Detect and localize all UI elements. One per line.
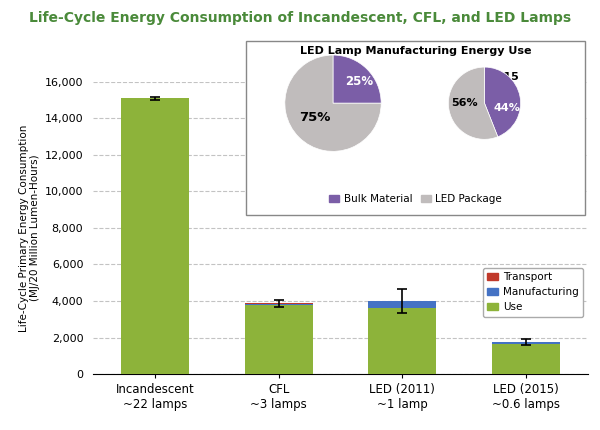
Text: 56%: 56% xyxy=(451,98,478,108)
Legend: Bulk Material, LED Package: Bulk Material, LED Package xyxy=(325,190,506,208)
Wedge shape xyxy=(285,55,381,151)
Y-axis label: Life-Cycle Primary Energy Consumption
(MJ/20 Million Lumen-Hours): Life-Cycle Primary Energy Consumption (M… xyxy=(19,124,40,332)
Wedge shape xyxy=(448,67,498,139)
Text: Life-Cycle Energy Consumption of Incandescent, CFL, and LED Lamps: Life-Cycle Energy Consumption of Incande… xyxy=(29,11,571,25)
Legend: Transport, Manufacturing, Use: Transport, Manufacturing, Use xyxy=(483,268,583,316)
Text: LED Lamp Manufacturing Energy Use: LED Lamp Manufacturing Energy Use xyxy=(300,46,531,56)
Bar xyxy=(245,304,313,305)
Bar xyxy=(121,98,189,374)
Text: 2015: 2015 xyxy=(488,72,519,82)
Text: 25%: 25% xyxy=(346,75,374,88)
Bar xyxy=(245,305,313,374)
Bar xyxy=(368,308,436,374)
FancyBboxPatch shape xyxy=(246,41,585,215)
Bar xyxy=(492,342,560,344)
Wedge shape xyxy=(333,55,381,103)
Wedge shape xyxy=(484,67,521,137)
Bar xyxy=(492,344,560,374)
Text: 44%: 44% xyxy=(494,103,521,113)
Bar xyxy=(368,301,436,308)
Text: 2011: 2011 xyxy=(322,72,353,82)
Text: 75%: 75% xyxy=(299,111,331,124)
